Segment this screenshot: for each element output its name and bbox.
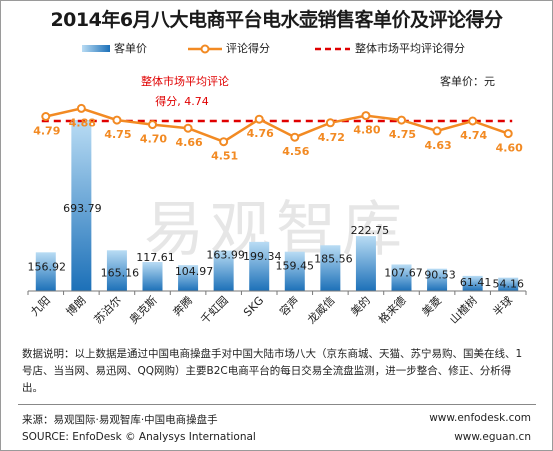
score-label-6: 4.76 [247,127,274,140]
website-eguan: www.eguan.cn [454,431,531,443]
x-tick-label-9: 美的 [348,293,373,318]
score-label-11: 4.63 [425,139,452,152]
score-label-0: 4.79 [33,125,60,138]
bar-12 [462,275,483,291]
score-point-13 [503,129,513,139]
score-point-1 [76,103,86,113]
bar-label-2: 165.16 [101,266,140,279]
x-tick-label-13: 半球 [490,293,515,318]
x-tick-label-4: 奔腾 [170,293,195,318]
legend-line-label: 评论得分 [226,41,270,55]
bar-0 [35,252,56,291]
x-tick-label-7: 容声 [276,293,301,318]
score-line [45,107,509,144]
score-point-10 [397,115,406,125]
bar-5 [213,250,234,291]
unit-label: 客单价：元 [440,74,495,88]
score-label-9: 4.80 [353,124,380,137]
website-enfodesk: www.enfodesk.com [429,412,531,424]
bar-label-9: 222.75 [351,224,390,237]
bar-1 [71,120,92,291]
source-en: SOURCE: EnfoDesk © Analysys Internationa… [22,431,256,443]
x-tick-label-5: 千虹园 [198,294,231,327]
score-point-3 [148,120,157,130]
x-tick-label-2: 苏泊尔 [92,294,125,327]
score-label-3: 4.70 [140,133,167,146]
score-point-12 [468,116,478,126]
data-note: 数据说明：以上数据是通过中国电商操盘手对中国大陆市场八大（京东商城、天猫、苏宁易… [22,348,523,394]
bar-label-0: 156.92 [28,260,67,273]
bar-3 [142,262,163,291]
legend-bar-label: 客单价 [114,41,147,55]
legend-avg-label: 整体市场平均评论得分 [355,41,465,55]
bar-label-12: 61.41 [460,276,492,289]
score-point-11 [432,126,442,136]
x-tick-label-0: 九阳 [28,294,53,319]
score-point-9 [361,111,371,121]
score-label-10: 4.75 [389,128,416,141]
x-tick-label-3: 奥克斯 [126,293,159,326]
bar-label-6: 199.34 [243,250,282,263]
bar-label-11: 90.53 [424,269,456,282]
footer-divider [18,404,536,405]
score-label-12: 4.74 [460,129,487,142]
score-label-13: 4.60 [496,142,523,155]
score-point-2 [112,115,122,125]
bar-9 [355,236,376,291]
avg-annotation-value: 得分, 4.74 [155,95,209,108]
bar-label-5: 163.99 [206,249,245,262]
x-tick-label-10: 格来德 [375,293,408,326]
bar-label-13: 54.16 [492,278,524,291]
bar-8 [320,245,341,291]
score-label-8: 4.72 [318,131,345,144]
score-label-7: 4.56 [282,145,309,158]
bar-13 [498,277,519,291]
score-label-4: 4.66 [176,136,203,149]
avg-annotation-label: 整体市场平均评论 [141,74,229,88]
score-point-5 [219,137,229,147]
score-label-5: 4.51 [211,150,238,163]
bar-label-1: 693.79 [63,202,102,215]
score-point-6 [254,114,264,124]
bar-2 [106,250,127,291]
bar-4 [178,265,199,291]
x-tick-label-6: SKG [241,294,266,319]
score-point-8 [325,118,335,128]
score-label-1: 4.88 [69,116,96,129]
x-tick-label-12: 山楂树 [447,293,480,326]
bar-label-3: 117.61 [136,251,175,264]
legend-line-marker [200,44,210,54]
chart-title: 2014年6月八大电商平台电水壶销售客单价及评论得分 [50,9,503,31]
bar-10 [391,264,412,291]
bar-label-7: 159.45 [276,260,315,273]
score-point-7 [290,132,300,142]
x-tick-label-11: 美菱 [419,294,444,319]
x-tick-label-8: 龙威信 [305,294,338,327]
bar-label-4: 104.97 [175,265,214,278]
bar-label-8: 185.56 [314,252,353,265]
bar-label-10: 107.67 [384,266,423,279]
bar-6 [249,241,270,291]
source-cn: 来源：易观国际·易观智库·中国电商操盘手 [22,414,218,426]
score-point-0 [41,112,51,121]
bar-7 [284,251,305,291]
score-label-2: 4.75 [104,128,131,141]
bar-11 [427,268,448,291]
legend-bar-swatch [82,45,110,52]
score-point-4 [183,123,193,133]
x-tick-label-1: 博朗 [64,294,89,319]
